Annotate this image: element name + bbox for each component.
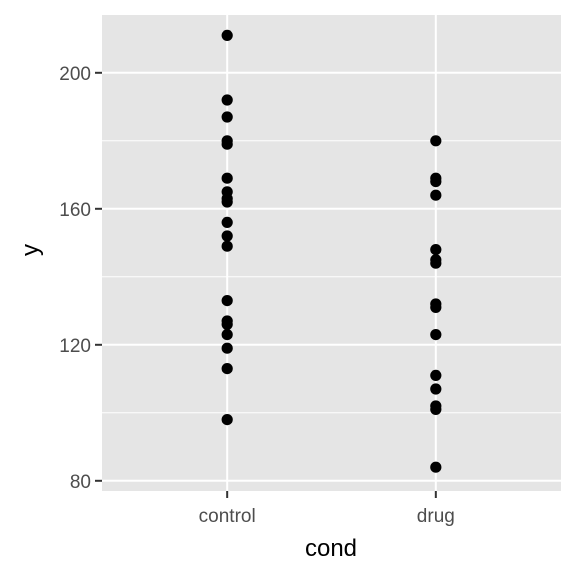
grid-minor — [102, 140, 561, 414]
data-point — [221, 295, 233, 307]
data-point — [430, 383, 442, 395]
data-point — [430, 135, 442, 147]
x-tick-label-control: control — [199, 506, 256, 527]
data-points — [221, 29, 442, 473]
data-point — [221, 29, 233, 41]
x-axis-title: cond — [305, 535, 357, 562]
data-point — [221, 342, 233, 354]
x-axis: control drug — [199, 491, 455, 527]
data-point — [430, 461, 442, 473]
data-point — [221, 230, 233, 242]
data-point — [430, 244, 442, 256]
data-point — [221, 318, 233, 330]
data-point — [221, 172, 233, 184]
data-point — [221, 329, 233, 341]
y-tick-label: 80 — [70, 472, 91, 493]
data-point — [430, 369, 442, 381]
data-point — [430, 301, 442, 313]
data-point — [430, 329, 442, 341]
y-axis: 80 120 160 200 — [59, 64, 102, 493]
data-point — [430, 189, 442, 201]
y-axis-title: y — [17, 244, 44, 256]
y-tick-label: 160 — [59, 200, 91, 221]
data-point — [221, 94, 233, 106]
data-point — [430, 403, 442, 415]
y-tick-label: 200 — [59, 64, 91, 85]
data-point — [221, 216, 233, 228]
data-point — [221, 414, 233, 426]
data-point — [221, 196, 233, 208]
data-point — [221, 111, 233, 123]
data-point — [430, 176, 442, 188]
y-tick-label: 120 — [59, 336, 91, 357]
data-point — [221, 240, 233, 252]
data-point — [221, 138, 233, 150]
x-tick-label-drug: drug — [417, 506, 455, 527]
plot-panel — [102, 15, 561, 491]
data-point — [221, 363, 233, 375]
data-point — [430, 257, 442, 269]
